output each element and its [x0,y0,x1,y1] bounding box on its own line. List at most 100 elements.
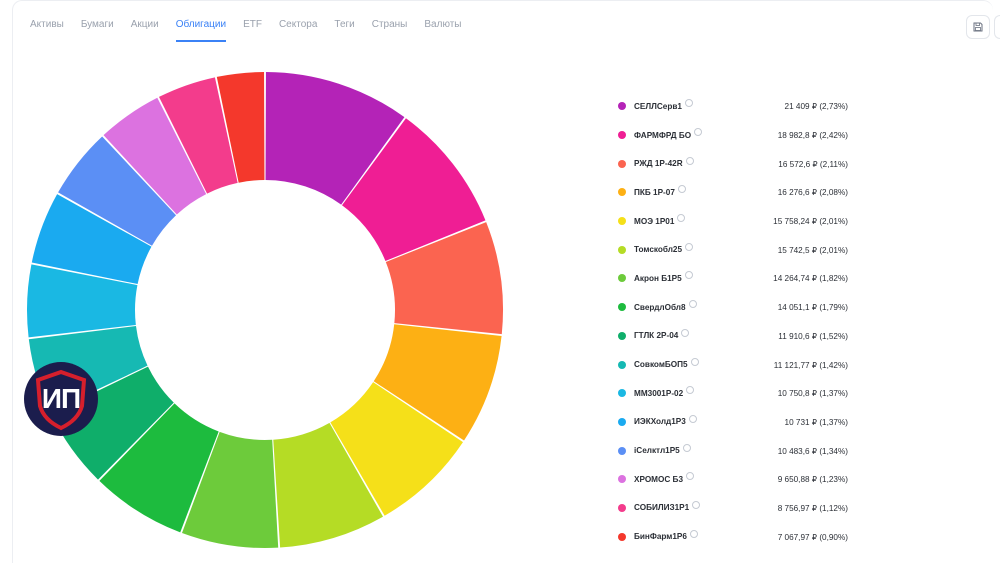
info-icon[interactable] [689,529,698,538]
donut-slice-8[interactable] [50,366,174,480]
tab-4[interactable]: ETF [243,19,262,30]
save-icon [973,22,983,32]
info-icon[interactable] [685,156,694,165]
donut-slice-14[interactable] [158,77,238,194]
donut-slice-1[interactable] [342,118,486,262]
legend-item[interactable]: iСелктл1Р5 10 483,6 ₽ (1,34%) [618,436,848,465]
legend-value: 11 121,77 ₽ (1,42%) [773,360,848,370]
tab-8[interactable]: Валюты [424,19,462,30]
donut-slice-15[interactable] [216,72,265,183]
legend-value: 9 650,88 ₽ (1,23%) [777,475,848,485]
legend-item[interactable]: СОБИЛИЗ1Р1 8 756,97 ₽ (1,12%) [618,494,848,523]
legend-swatch [618,131,626,140]
info-icon[interactable] [677,185,686,194]
legend-swatch [618,532,626,541]
legend-label: МОЭ 1Р01 [634,216,675,226]
legend-item[interactable]: ИЭКХолд1Р3 10 731 ₽ (1,37%) [618,408,848,437]
legend-item[interactable]: ММ3001Р-02 10 750,8 ₽ (1,37%) [618,379,848,408]
tab-6[interactable]: Теги [334,19,355,30]
save-button[interactable] [966,15,990,39]
legend-value: 10 731 ₽ (1,37%) [784,417,848,427]
legend-swatch [618,360,626,369]
legend-label: ХРОМОС Б3 [634,474,683,484]
donut-slice-13[interactable] [103,97,207,215]
legend-swatch [618,188,626,197]
legend-value: 16 572,6 ₽ (2,11%) [778,159,848,169]
donut-slice-5[interactable] [273,422,384,548]
legend-label: РЖД 1Р-42R [634,159,683,169]
info-icon[interactable] [686,472,694,481]
info-icon[interactable] [677,214,686,223]
info-icon[interactable] [684,99,693,108]
legend-value: 14 051,1 ₽ (1,79%) [777,303,848,313]
legend-swatch [618,303,626,312]
legend-swatch [618,389,626,398]
tab-3[interactable]: Облигации [175,18,227,42]
legend-value: 7 067,97 ₽ (0,90%) [777,532,848,542]
tab-0[interactable]: Активы [30,19,64,30]
legend-swatch [618,159,626,168]
legend-item[interactable]: ХРОМОС Б3 9 650,88 ₽ (1,23%) [618,465,848,494]
legend-item[interactable]: СЕЛЛСерв1 21 409 ₽ (2,73%) [618,92,848,121]
donut-slice-6[interactable] [182,431,279,549]
legend-swatch [618,503,626,512]
legend-swatch [618,217,626,226]
info-icon[interactable] [681,328,690,337]
info-icon[interactable] [685,242,694,251]
legend-item[interactable]: Томскобл25 15 742,5 ₽ (2,01%) [618,235,848,264]
donut-slice-10[interactable] [26,264,138,338]
more-button[interactable] [994,15,1000,39]
legend-item[interactable]: РЖД 1Р-42R 16 572,6 ₽ (2,11%) [618,149,848,178]
donut-slice-0[interactable] [265,72,405,205]
legend-label: Томскобл25 [634,245,683,255]
legend-item[interactable]: ФАРМФРД БО 18 982,8 ₽ (2,42%) [618,121,848,150]
legend-label: ММ3001Р-02 [634,388,684,398]
info-icon[interactable] [682,443,691,452]
legend-value: 15 742,5 ₽ (2,01%) [777,245,848,255]
donut-slice-3[interactable] [373,324,502,441]
legend-item[interactable]: ГТЛК 2Р-04 11 910,6 ₽ (1,52%) [618,322,848,351]
donut-slice-7[interactable] [99,403,219,533]
info-icon[interactable] [684,271,693,280]
info-icon[interactable] [690,357,699,366]
badge-text: ИП [41,383,81,414]
legend-item[interactable]: СовкомБОП5 11 121,77 ₽ (1,42%) [618,350,848,379]
tab-bar: Активы Бумаги Акции Облигации ETF Сектора Теги… [30,18,479,42]
legend-label: ПКБ 1Р-07 [634,187,675,197]
tab-2[interactable]: Акции [130,19,159,30]
info-icon[interactable] [688,300,697,309]
ip-badge: ИП [24,362,98,436]
legend-label: ГТЛК 2Р-04 [634,331,679,341]
legend-value: 14 264,74 ₽ (1,82%) [773,274,848,284]
legend-item[interactable]: МОЭ 1Р01 15 758,24 ₽ (2,01%) [618,207,848,236]
legend-label: ФАРМФРД БО [634,130,692,140]
legend-label: СвердлОбл8 [634,302,686,312]
legend-item[interactable]: ПКБ 1Р-07 16 276,6 ₽ (2,08%) [618,178,848,207]
donut-slice-4[interactable] [330,382,463,516]
donut-slice-11[interactable] [31,194,152,285]
tab-7[interactable]: Страны [371,19,408,30]
info-icon[interactable] [688,414,697,423]
legend-value: 15 758,24 ₽ (2,01%) [773,217,848,227]
donut-slice-2[interactable] [385,222,504,335]
legend-value: 18 982,8 ₽ (2,42%) [777,131,848,141]
legend-swatch [618,331,626,340]
info-icon[interactable] [686,386,695,395]
legend-swatch [618,446,626,455]
legend-value: 21 409 ₽ (2,73%) [784,102,848,112]
tab-1[interactable]: Бумаги [80,19,114,30]
donut-slice-12[interactable] [58,136,177,246]
legend-swatch [618,102,626,111]
legend-item[interactable]: Акрон Б1Р5 14 264,74 ₽ (1,82%) [618,264,848,293]
legend-item[interactable]: СвердлОбл8 14 051,1 ₽ (1,79%) [618,293,848,322]
shield-icon [35,369,87,431]
legend-label: ИЭКХолд1Р3 [634,417,686,427]
donut-chart [26,72,504,549]
legend-swatch [618,274,626,283]
legend-item[interactable]: БинФарм1Р6 7 067,97 ₽ (0,90%) [618,522,848,551]
info-icon[interactable] [692,500,701,509]
legend-value: 8 756,97 ₽ (1,12%) [777,503,848,513]
info-icon[interactable] [694,128,703,137]
legend-label: iСелктл1Р5 [634,446,680,456]
tab-5[interactable]: Сектора [278,19,318,30]
